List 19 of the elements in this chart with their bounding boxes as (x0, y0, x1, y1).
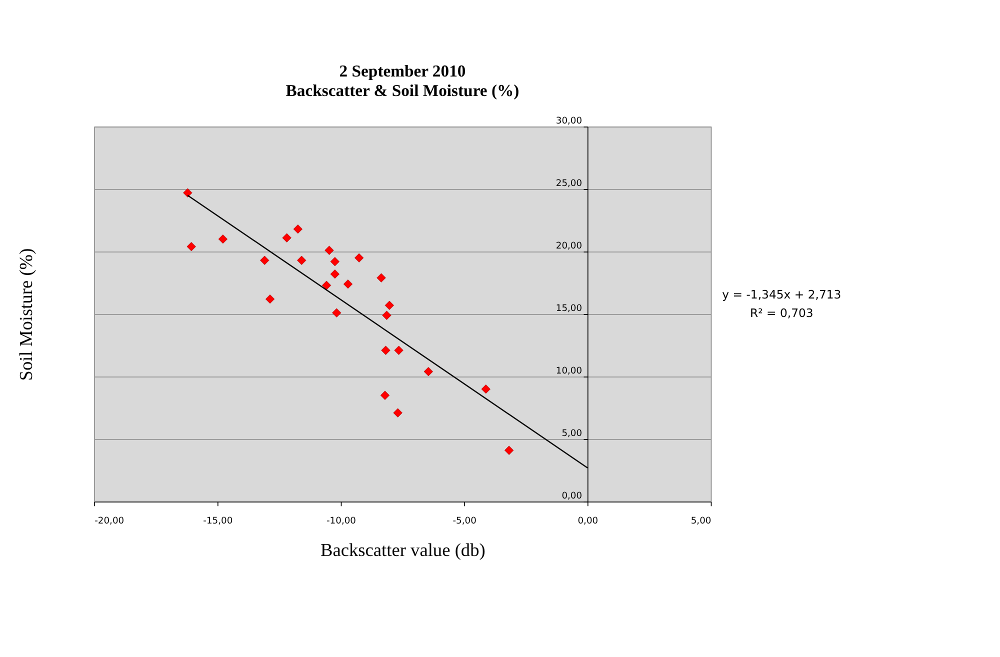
y-tick-label: 15,00 (556, 303, 582, 314)
x-tick-label: -10,00 (326, 516, 356, 527)
y-tick-label: 0,00 (562, 490, 582, 502)
y-axis-title: Soil Moisture (%) (16, 248, 36, 381)
text: R² = 0,703 (750, 306, 814, 320)
y-tick-label: 25,00 (556, 178, 582, 190)
y-tick-label: 5,00 (562, 428, 582, 440)
chart-title: 2 September 2010 (339, 62, 466, 81)
x-tick-label: -15,00 (203, 516, 233, 527)
x-axis-title: Backscatter value (db) (320, 540, 486, 560)
x-tick-label: 5,00 (690, 516, 712, 527)
x-tick-label: -5,00 (452, 516, 477, 527)
y-tick-label: 30,00 (556, 116, 582, 127)
chart-subtitle: Backscatter & Soil Moisture (%) (286, 80, 520, 100)
x-tick-label: 0,00 (578, 516, 598, 527)
text: y = -1,345x + 2,713 (722, 288, 842, 302)
y-tick-label: 20,00 (556, 240, 582, 252)
x-tick-label: -20,00 (94, 516, 124, 527)
y-tick-label: 10,00 (556, 366, 582, 377)
